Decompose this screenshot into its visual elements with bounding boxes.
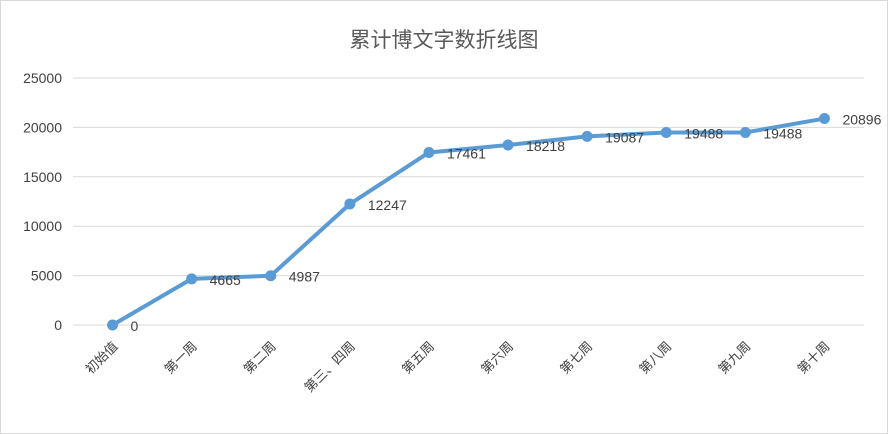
y-tick-label: 15000 (23, 169, 62, 185)
y-tick-label: 0 (54, 317, 62, 333)
x-tick-label: 第七周 (558, 339, 596, 377)
data-point (344, 198, 356, 210)
data-point (265, 270, 277, 282)
y-tick-label: 25000 (23, 70, 62, 86)
x-tick-label: 第五周 (400, 339, 438, 377)
data-point (423, 146, 435, 158)
data-point (502, 139, 514, 151)
x-tick-label: 第三、四周 (302, 339, 359, 396)
data-label: 18218 (526, 138, 565, 154)
x-tick-label: 第六周 (479, 339, 517, 377)
x-axis-ticks: 初始值 第一周 第二周 第三、四周 第五周 第六周 第七周 第八周 第九周 第十周 (82, 339, 833, 396)
data-point (660, 126, 672, 138)
data-label: 12247 (368, 197, 407, 213)
data-label: 19087 (605, 129, 644, 145)
data-label: 17461 (447, 145, 486, 161)
data-label: 20896 (842, 112, 881, 128)
data-point (739, 126, 751, 138)
data-point (818, 113, 830, 125)
chart-title: 累计博文字数折线图 (350, 28, 539, 52)
x-tick-label: 第十周 (795, 339, 833, 377)
x-tick-label: 第一周 (162, 339, 200, 377)
data-point (581, 130, 593, 142)
data-points (107, 113, 830, 331)
data-label: 0 (131, 318, 139, 334)
data-labels: 0 4665 4987 12247 17461 18218 19087 19488 19488 2… (131, 112, 882, 334)
x-tick-label: 第八周 (637, 339, 675, 377)
x-tick-label: 第九周 (716, 339, 754, 377)
y-tick-label: 20000 (23, 119, 62, 135)
data-label: 19488 (684, 125, 723, 141)
data-point (107, 319, 119, 331)
data-label: 4987 (289, 269, 320, 285)
x-tick-label: 初始值 (82, 339, 121, 378)
y-tick-label: 5000 (31, 268, 62, 284)
gridlines (73, 77, 864, 326)
x-tick-label: 第二周 (241, 339, 279, 377)
y-axis-ticks: 0 5000 10000 15000 20000 25000 (23, 70, 62, 333)
data-label: 19488 (763, 125, 802, 141)
series-line (110, 116, 827, 327)
data-point (186, 273, 198, 285)
y-tick-label: 10000 (23, 218, 62, 234)
data-label: 4665 (210, 272, 241, 288)
